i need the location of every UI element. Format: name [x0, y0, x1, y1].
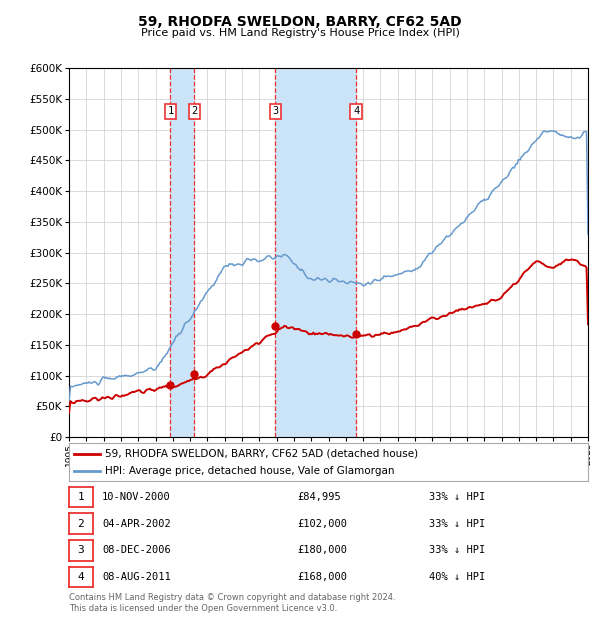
Text: HPI: Average price, detached house, Vale of Glamorgan: HPI: Average price, detached house, Vale…: [106, 466, 395, 476]
Text: 4: 4: [353, 106, 359, 116]
Text: 10-NOV-2000: 10-NOV-2000: [102, 492, 171, 502]
Text: 59, RHODFA SWELDON, BARRY, CF62 5AD (detached house): 59, RHODFA SWELDON, BARRY, CF62 5AD (det…: [106, 449, 418, 459]
Text: 59, RHODFA SWELDON, BARRY, CF62 5AD: 59, RHODFA SWELDON, BARRY, CF62 5AD: [138, 16, 462, 30]
Text: £180,000: £180,000: [297, 545, 347, 556]
Text: 33% ↓ HPI: 33% ↓ HPI: [429, 518, 485, 529]
Text: 40% ↓ HPI: 40% ↓ HPI: [429, 572, 485, 582]
Text: £102,000: £102,000: [297, 518, 347, 529]
Text: 2: 2: [77, 518, 85, 529]
Text: 08-DEC-2006: 08-DEC-2006: [102, 545, 171, 556]
Text: 3: 3: [77, 545, 85, 556]
Text: Contains HM Land Registry data © Crown copyright and database right 2024.
This d: Contains HM Land Registry data © Crown c…: [69, 593, 395, 613]
Text: 33% ↓ HPI: 33% ↓ HPI: [429, 492, 485, 502]
Text: Price paid vs. HM Land Registry's House Price Index (HPI): Price paid vs. HM Land Registry's House …: [140, 28, 460, 38]
Text: £168,000: £168,000: [297, 572, 347, 582]
Text: 2: 2: [191, 106, 197, 116]
Text: £84,995: £84,995: [297, 492, 341, 502]
Text: 4: 4: [77, 572, 85, 582]
Bar: [170, 68, 194, 437]
Point: [190, 370, 199, 379]
Point: [352, 329, 361, 339]
Text: 3: 3: [272, 106, 278, 116]
Text: 33% ↓ HPI: 33% ↓ HPI: [429, 545, 485, 556]
Text: 1: 1: [167, 106, 173, 116]
Text: 08-AUG-2011: 08-AUG-2011: [102, 572, 171, 582]
Text: 04-APR-2002: 04-APR-2002: [102, 518, 171, 529]
Text: 1: 1: [77, 492, 85, 502]
Point: [166, 380, 175, 390]
Bar: [275, 68, 356, 437]
Point: [271, 321, 280, 331]
